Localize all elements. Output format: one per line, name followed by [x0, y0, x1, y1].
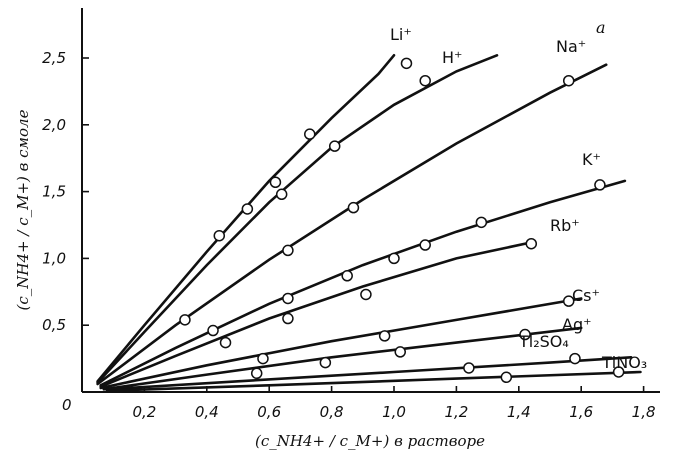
y-tick-label: 0,5: [42, 316, 66, 334]
data-point: [562, 295, 575, 307]
x-tick-label: 0,2: [132, 403, 156, 421]
data-point: [569, 352, 581, 365]
data-point: [179, 314, 191, 326]
series-curve: [96, 54, 499, 384]
y-tick-label: 1,5: [42, 183, 66, 201]
series-curve: [105, 356, 633, 391]
data-point: [388, 252, 400, 265]
x-tick-label: 1,8: [632, 403, 656, 421]
data-point: [594, 179, 606, 191]
origin-label: 0: [62, 396, 72, 414]
x-tick-label: 0,4: [195, 403, 219, 421]
x-axis-title: (c_NH4+ / c_M+) в растворе: [255, 432, 485, 450]
series-curve: [99, 241, 533, 388]
data-point: [400, 57, 413, 70]
data-point: [394, 346, 406, 358]
data-point: [378, 330, 391, 342]
data-point: [419, 74, 431, 87]
series-label: Na⁺: [556, 37, 586, 56]
data-point: [347, 201, 360, 214]
series-label: TlNO₃: [601, 353, 647, 372]
data-point: [275, 188, 288, 201]
x-tick-label: 1,6: [569, 403, 593, 421]
data-point: [219, 336, 232, 349]
series-curves: [96, 54, 642, 392]
y-tick-label: 2,0: [42, 116, 66, 134]
data-point: [213, 229, 226, 242]
x-tick-label: 1,0: [382, 403, 406, 421]
panel-letter: a: [596, 18, 606, 37]
y-axis-title: (c_NH4+ / c_M+) в смоле: [14, 109, 32, 310]
x-tick-label: 0,8: [320, 403, 344, 421]
data-point: [500, 371, 513, 384]
y-tick-label: 1,0: [42, 249, 66, 267]
data-point: [257, 352, 269, 365]
data-point: [360, 288, 372, 301]
data-point: [282, 244, 294, 257]
series-curve: [96, 54, 396, 383]
x-tick-label: 0,6: [257, 403, 281, 421]
x-tick-label: 1,2: [444, 403, 468, 421]
series-label: Rb⁺: [550, 216, 580, 235]
data-point: [207, 324, 219, 337]
data-point: [463, 362, 475, 374]
series-label: Tl₂SO₄: [518, 332, 569, 351]
series-curve: [102, 326, 583, 391]
data-point: [269, 176, 282, 188]
data-point: [612, 366, 625, 378]
series-labels: Li⁺ H⁺ Na⁺ K⁺ Rb⁺ Cs⁺ Ag⁺Tl₂SO₄ TlNO₃: [390, 25, 647, 372]
series-curve: [96, 63, 608, 386]
data-point: [475, 216, 488, 229]
data-point: [241, 203, 254, 215]
series-label: Ag⁺: [562, 315, 592, 334]
data-point: [319, 356, 332, 369]
data-point: [341, 270, 353, 282]
y-tick-label: 2,5: [42, 49, 66, 67]
x-tick-label: 1,4: [507, 403, 531, 421]
data-point: [562, 74, 575, 87]
axes: [81, 8, 660, 393]
series-label: K⁺: [582, 150, 601, 169]
series-label: H⁺: [442, 48, 462, 67]
data-point: [525, 237, 538, 250]
series-curve: [105, 370, 642, 392]
data-point: [419, 239, 431, 251]
ticks: 0,2 0,4 0,6 0,8 1,0 1,2 1,4 1,6 1,8 0,5 1,0 1,5 2,0 2…: [42, 49, 655, 421]
series-curve: [99, 179, 627, 387]
data-points: [179, 57, 625, 384]
data-point: [282, 292, 294, 305]
series-label: Li⁺: [390, 25, 412, 44]
series-curve: [99, 297, 583, 390]
data-point: [282, 312, 294, 325]
series-label: Cs⁺: [572, 286, 600, 305]
data-point: [328, 140, 341, 152]
data-point: [250, 367, 263, 380]
data-point: [519, 328, 531, 341]
data-point: [304, 128, 316, 140]
